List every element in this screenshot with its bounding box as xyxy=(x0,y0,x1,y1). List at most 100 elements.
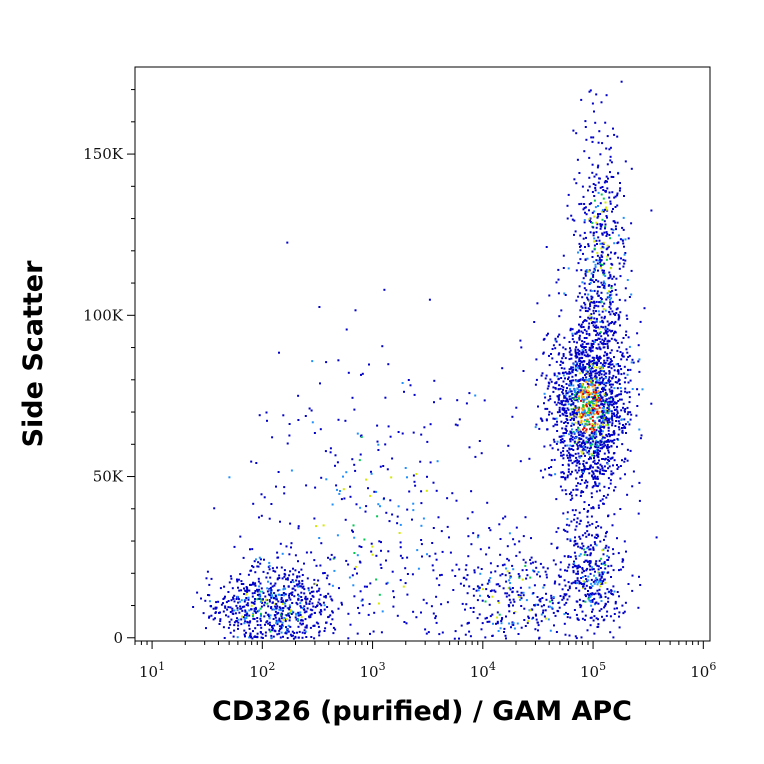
data-point xyxy=(597,181,600,184)
data-point xyxy=(596,285,599,288)
data-point xyxy=(579,414,582,417)
data-point xyxy=(606,462,609,465)
data-point xyxy=(598,239,601,242)
data-point xyxy=(574,555,577,558)
data-point xyxy=(591,279,594,282)
data-point xyxy=(231,612,234,615)
data-point xyxy=(583,231,586,234)
data-point xyxy=(584,310,587,312)
data-point xyxy=(286,442,289,445)
data-point xyxy=(303,592,306,595)
data-point xyxy=(593,175,596,178)
data-point xyxy=(598,366,601,369)
data-point xyxy=(593,195,596,197)
data-point xyxy=(250,608,253,611)
data-point xyxy=(488,579,491,582)
data-point xyxy=(593,582,596,585)
data-point xyxy=(561,408,564,411)
data-point xyxy=(576,567,579,570)
data-point xyxy=(604,604,607,607)
data-point xyxy=(595,326,597,329)
data-point xyxy=(196,591,199,594)
data-point xyxy=(396,515,399,518)
data-point xyxy=(578,456,581,459)
data-point xyxy=(624,259,627,262)
data-point xyxy=(217,600,220,603)
data-point xyxy=(589,404,591,407)
data-point xyxy=(650,402,653,405)
data-point xyxy=(580,416,583,419)
data-point xyxy=(269,586,272,589)
data-point xyxy=(599,369,602,372)
data-point xyxy=(599,444,602,446)
data-point xyxy=(542,352,545,355)
data-point xyxy=(588,466,591,469)
data-point xyxy=(559,402,562,405)
data-point xyxy=(523,607,526,610)
data-point xyxy=(630,413,633,416)
data-point xyxy=(253,583,256,586)
data-point xyxy=(476,536,479,539)
data-point xyxy=(588,420,591,423)
data-point xyxy=(479,548,482,551)
data-point xyxy=(520,346,523,349)
data-point xyxy=(456,424,459,427)
data-point xyxy=(576,351,579,354)
data-point xyxy=(597,504,600,507)
data-point xyxy=(259,615,262,618)
data-point xyxy=(591,366,594,369)
data-point xyxy=(454,575,457,577)
data-point xyxy=(596,243,598,245)
data-point xyxy=(616,406,619,408)
data-point xyxy=(202,612,205,615)
data-point xyxy=(287,612,290,615)
data-point xyxy=(596,411,599,414)
data-point xyxy=(607,177,609,180)
data-point xyxy=(411,518,413,521)
data-point xyxy=(288,574,291,577)
data-point xyxy=(578,292,581,295)
data-point xyxy=(580,434,583,437)
data-point xyxy=(323,630,326,632)
data-point xyxy=(573,562,575,564)
data-point xyxy=(237,578,240,581)
data-point xyxy=(622,566,625,569)
data-point xyxy=(592,546,595,549)
data-point xyxy=(340,498,343,501)
data-point xyxy=(579,445,582,448)
data-point xyxy=(322,601,325,604)
data-point xyxy=(612,312,615,315)
data-point xyxy=(581,398,584,401)
data-point xyxy=(570,400,573,402)
data-point xyxy=(303,629,306,632)
data-point xyxy=(589,231,592,234)
data-point xyxy=(604,309,607,312)
data-point xyxy=(552,596,555,598)
data-point xyxy=(609,397,612,400)
data-point xyxy=(417,567,420,570)
data-point xyxy=(614,486,617,489)
data-point xyxy=(602,379,604,382)
data-point xyxy=(569,555,572,558)
data-point xyxy=(438,584,441,587)
data-point xyxy=(620,341,623,344)
data-point xyxy=(631,589,634,592)
data-point xyxy=(458,418,461,421)
data-point xyxy=(225,614,227,617)
data-point xyxy=(628,401,631,404)
data-point xyxy=(599,578,602,581)
data-point xyxy=(369,582,372,585)
data-point xyxy=(285,578,288,581)
data-point xyxy=(511,587,514,589)
data-point xyxy=(571,509,574,512)
data-point xyxy=(496,616,499,619)
data-point xyxy=(606,327,609,330)
data-point xyxy=(554,387,557,390)
data-point xyxy=(561,489,564,492)
data-point xyxy=(434,552,437,555)
data-point xyxy=(602,286,605,289)
data-point xyxy=(605,231,608,234)
data-point xyxy=(359,590,362,593)
data-point xyxy=(486,582,489,585)
data-point xyxy=(564,489,567,492)
